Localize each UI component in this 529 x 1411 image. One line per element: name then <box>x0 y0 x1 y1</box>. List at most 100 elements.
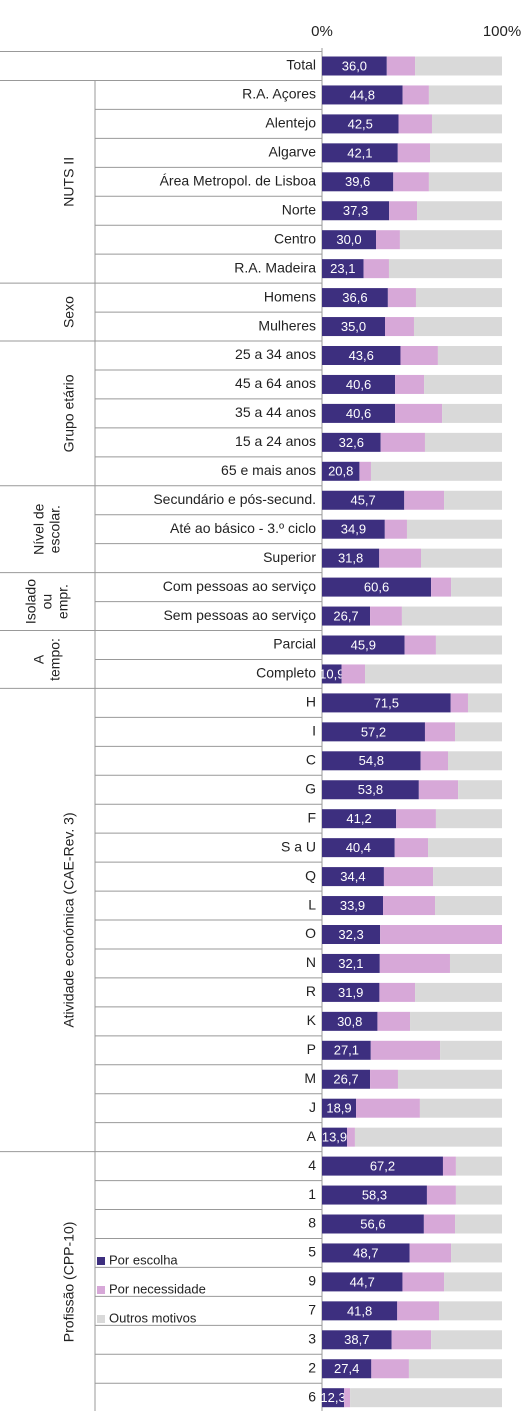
bar-segment <box>370 1069 398 1089</box>
value-label: 60,6 <box>364 580 389 595</box>
bar-segment <box>428 85 502 105</box>
bar-segment <box>397 143 430 163</box>
bar-segment <box>391 1330 432 1350</box>
bar-segment <box>347 1127 355 1147</box>
bar-segment <box>322 953 380 973</box>
bar-segment <box>322 548 380 568</box>
category-label: Centro <box>274 230 316 246</box>
bar-segment <box>451 577 502 597</box>
value-label: 34,4 <box>340 869 365 884</box>
group-label: Atividade económica (CAE-Rev. 3) <box>61 812 77 1027</box>
bar-segment <box>439 1301 502 1321</box>
bar-segment <box>431 1330 502 1350</box>
bar-segment <box>341 664 366 684</box>
bar-segment <box>379 953 450 973</box>
value-label: 33,9 <box>340 898 365 913</box>
bar-segment <box>377 1011 411 1031</box>
value-label: 35,0 <box>341 319 366 334</box>
group-label: A <box>31 654 47 664</box>
bar-segment <box>398 114 432 134</box>
bar-segment <box>322 259 364 279</box>
bar-segment <box>428 838 502 858</box>
bar-segment <box>380 432 425 452</box>
category-label: 35 a 44 anos <box>235 404 316 420</box>
bar-segment <box>435 896 502 916</box>
value-label: 32,3 <box>338 927 363 942</box>
legend-label: Outros motivos <box>109 1310 197 1325</box>
bar-segment <box>322 143 398 163</box>
bar-segment <box>344 1388 351 1408</box>
bar-segment <box>322 85 403 105</box>
bar-segment <box>415 982 502 1002</box>
bar-segment <box>354 1127 502 1147</box>
category-label: 65 e mais anos <box>221 462 316 478</box>
value-label: 32,6 <box>339 435 364 450</box>
bar-segment <box>359 461 371 481</box>
value-label: 40,6 <box>346 377 371 392</box>
category-label: 9 <box>308 1273 316 1289</box>
bar-segment <box>413 317 502 337</box>
category-label: 8 <box>308 1215 316 1231</box>
bar-segment <box>322 1156 443 1176</box>
value-label: 43,6 <box>349 348 374 363</box>
bar-segment <box>435 809 502 829</box>
value-label: 30,0 <box>336 232 361 247</box>
bar-segment <box>322 1330 392 1350</box>
bar-segment <box>370 1040 441 1060</box>
category-label: 4 <box>308 1157 316 1173</box>
bar-segment <box>322 809 397 829</box>
bar-segment <box>386 56 416 76</box>
bar-segment <box>322 172 394 192</box>
value-label: 26,7 <box>333 608 358 623</box>
value-label: 71,5 <box>374 695 399 710</box>
bar-segment <box>379 982 416 1002</box>
bar-segment <box>322 1243 410 1263</box>
category-label: Com pessoas ao serviço <box>163 578 317 594</box>
bar-segment <box>388 259 502 279</box>
value-label: 42,5 <box>348 116 373 131</box>
bar-segment <box>404 635 436 655</box>
bar-segment <box>450 693 468 713</box>
bar-segment <box>363 259 389 279</box>
category-label: A <box>307 1128 317 1144</box>
category-label: 25 a 34 anos <box>235 346 316 362</box>
category-label: 1 <box>308 1186 316 1202</box>
category-label: Sem pessoas ao serviço <box>163 607 316 623</box>
bar-segment <box>322 1040 371 1060</box>
value-label: 44,7 <box>350 1274 375 1289</box>
bar-segment <box>399 230 502 250</box>
category-label: Superior <box>263 549 316 565</box>
category-label: M <box>304 1070 316 1086</box>
bar-segment <box>455 1214 502 1234</box>
category-label: S a U <box>281 838 316 854</box>
bar-segment <box>394 838 429 858</box>
bar-segment <box>387 288 416 308</box>
bar-segment <box>371 1359 409 1379</box>
value-label: 40,4 <box>346 840 371 855</box>
bar-segment <box>397 1069 502 1089</box>
bar-segment <box>322 635 405 655</box>
group-label: tempo: <box>47 638 63 681</box>
group-label: escolar. <box>47 505 63 553</box>
bar-segment <box>402 85 429 105</box>
value-label: 48,7 <box>353 1245 378 1260</box>
bar-segment <box>370 461 502 481</box>
value-label: 41,8 <box>347 1303 372 1318</box>
group-label: Nível de <box>31 503 47 555</box>
bar-segment <box>322 56 387 76</box>
category-label: P <box>307 1041 316 1057</box>
group-label: NUTS II <box>61 157 77 207</box>
bar-segment <box>376 230 400 250</box>
bar-segment <box>322 722 425 742</box>
value-label: 32,1 <box>338 956 363 971</box>
category-label: Secundário e pós-secund. <box>153 491 316 507</box>
bar-segment <box>444 490 502 510</box>
bar-segment <box>322 230 376 250</box>
category-label: 45 a 64 anos <box>235 375 316 391</box>
value-label: 45,9 <box>351 637 376 652</box>
bar-segment <box>322 1301 398 1321</box>
legend-swatch <box>97 1315 105 1323</box>
bar-segment <box>440 1040 502 1060</box>
value-label: 38,7 <box>344 1332 369 1347</box>
bar-segment <box>406 519 502 539</box>
